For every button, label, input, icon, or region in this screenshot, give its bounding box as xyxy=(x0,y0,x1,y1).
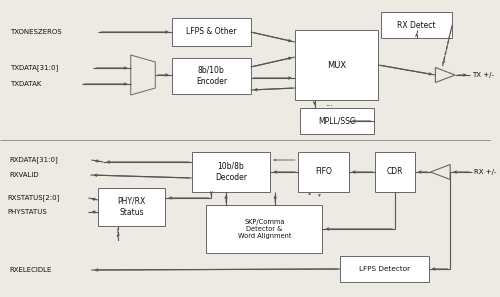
Bar xyxy=(298,152,349,192)
Bar xyxy=(382,12,452,38)
Text: RXELECIDLE: RXELECIDLE xyxy=(10,267,52,273)
Text: RXSTATUS[2:0]: RXSTATUS[2:0] xyxy=(8,195,60,201)
Text: RXDATA[31:0]: RXDATA[31:0] xyxy=(10,157,58,163)
Text: RXVALID: RXVALID xyxy=(10,172,40,178)
Bar xyxy=(172,18,250,46)
Bar xyxy=(300,108,374,134)
Text: LFPS Detector: LFPS Detector xyxy=(359,266,410,272)
Bar xyxy=(98,188,165,226)
Text: RX +/-: RX +/- xyxy=(474,169,496,175)
Text: PHY/RX
Status: PHY/RX Status xyxy=(118,197,146,217)
Text: TXONESZEROS: TXONESZEROS xyxy=(10,29,62,35)
Text: TXDATA[31:0]: TXDATA[31:0] xyxy=(10,65,58,71)
Text: CDR: CDR xyxy=(387,168,404,176)
Text: ...: ... xyxy=(326,99,333,108)
Bar xyxy=(340,256,428,282)
Bar xyxy=(295,30,378,100)
Bar xyxy=(376,152,415,192)
Text: LFPS & Other: LFPS & Other xyxy=(186,28,236,37)
Text: TX +/-: TX +/- xyxy=(472,72,494,78)
Text: MUX: MUX xyxy=(327,61,346,69)
Text: SKP/Comma
Detector &
Word Alignment: SKP/Comma Detector & Word Alignment xyxy=(238,219,291,239)
Text: PHYSTATUS: PHYSTATUS xyxy=(8,209,48,215)
Text: 10b/8b
Decoder: 10b/8b Decoder xyxy=(215,162,247,182)
Text: MPLL/SSC: MPLL/SSC xyxy=(318,116,355,126)
Text: TXDATAK: TXDATAK xyxy=(10,81,41,87)
Text: RX Detect: RX Detect xyxy=(398,20,436,29)
Bar xyxy=(206,205,322,253)
Text: FIFO: FIFO xyxy=(315,168,332,176)
Bar xyxy=(172,58,250,94)
Bar xyxy=(192,152,270,192)
Text: 8b/10b
Encoder: 8b/10b Encoder xyxy=(196,66,227,86)
